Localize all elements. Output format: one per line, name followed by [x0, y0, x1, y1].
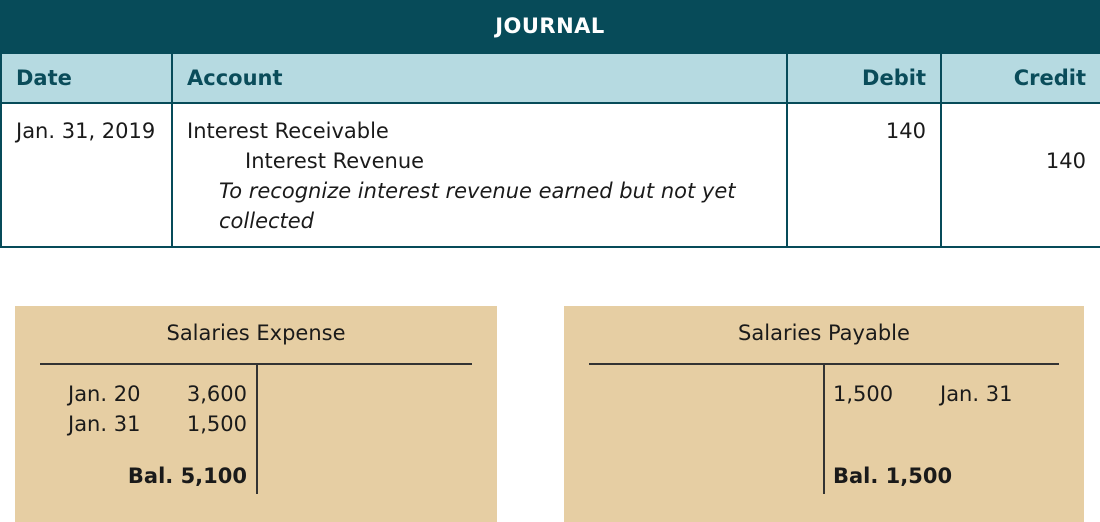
entry-memo: To recognize interest revenue earned but…	[219, 179, 736, 233]
debit-entry-date: Jan. 31	[68, 412, 141, 436]
credit-entry-amount: 1,500	[833, 382, 894, 406]
t-account-title: Salaries Payable	[738, 321, 910, 345]
entry-account-cell: Interest Receivable Interest Revenue To …	[171, 102, 788, 248]
entry-date: Jan. 31, 2019	[0, 102, 173, 248]
header-credit: Credit	[940, 52, 1100, 104]
credit-balance: Bal. 1,500	[833, 464, 953, 488]
journal-table: Date Account Debit Credit Jan. 31, 2019 …	[0, 52, 1100, 248]
journal: JOURNAL Date Account Debit Credit Jan. 3…	[0, 0, 1100, 248]
header-debit: Debit	[786, 52, 942, 104]
journal-header-row: Date Account Debit Credit	[0, 52, 1100, 104]
t-account-salaries-payable: Salaries Payable 1,500 Jan. 31 Bal. 1,50…	[564, 306, 1084, 522]
debit-account: Interest Receivable	[187, 119, 389, 143]
debit-entry-amount: 1,500	[186, 412, 247, 436]
t-account-title: Salaries Expense	[166, 321, 346, 345]
header-date: Date	[0, 52, 173, 104]
debit-balance: Bal. 5,100	[127, 464, 247, 488]
credit-entry-date: Jan. 31	[940, 382, 1013, 406]
t-account-vertical-rule	[823, 364, 825, 494]
entry-credit: 140	[1045, 149, 1086, 173]
journal-title: JOURNAL	[0, 0, 1100, 52]
t-account-salaries-expense: Salaries Expense Jan. 20 3,600 Jan. 31 1…	[15, 306, 497, 522]
debit-entry-amount: 3,600	[186, 382, 247, 406]
journal-entry-row: Jan. 31, 2019 Interest Receivable Intere…	[0, 102, 1100, 248]
credit-account: Interest Revenue	[245, 149, 425, 173]
t-account-vertical-rule	[256, 364, 258, 494]
entry-debit: 140	[786, 102, 942, 248]
debit-entry-date: Jan. 20	[68, 382, 141, 406]
entry-credit-cell: 140	[940, 102, 1100, 248]
header-account: Account	[171, 52, 788, 104]
